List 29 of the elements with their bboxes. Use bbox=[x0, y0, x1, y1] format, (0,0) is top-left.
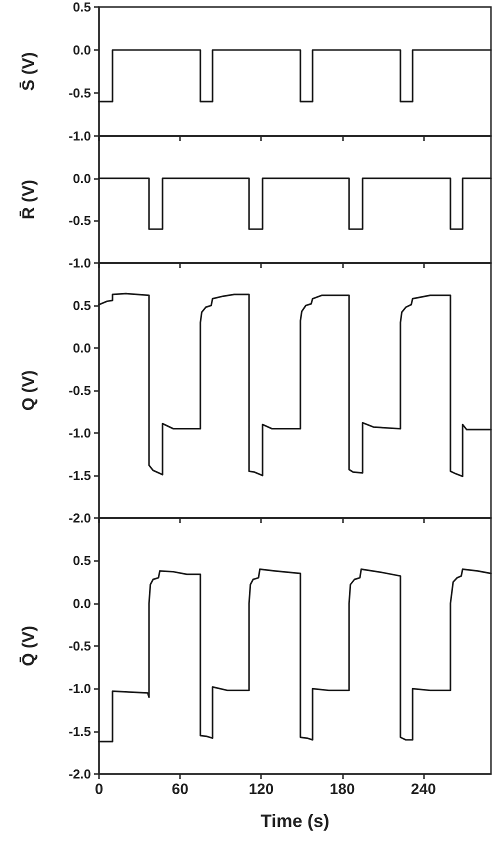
y-tick-label: 0.5 bbox=[72, 0, 91, 14]
x-tick-label: 180 bbox=[330, 781, 355, 798]
y-tick-label: -2.0 bbox=[68, 766, 91, 782]
y-tick-label: 0.0 bbox=[72, 340, 91, 356]
y-axis-title: S̄ (V) bbox=[19, 52, 38, 91]
x-tick-label: 240 bbox=[410, 781, 436, 798]
y-tick-label: -1.0 bbox=[68, 256, 91, 270]
y-tick-label: 0.0 bbox=[72, 42, 91, 58]
y-tick-label: -2.0 bbox=[68, 510, 91, 526]
y-tick-label: 0.5 bbox=[72, 298, 91, 313]
x-tick-label: 60 bbox=[172, 781, 188, 798]
y-axis-title: Q̄ (V) bbox=[19, 626, 38, 666]
y-tick-label: -1.5 bbox=[68, 724, 91, 739]
y-axis-title: R̄ (V) bbox=[19, 180, 38, 220]
y-tick-label: -0.5 bbox=[68, 638, 91, 654]
x-tick-label: 0 bbox=[94, 781, 104, 798]
y-tick-label: 0.5 bbox=[72, 553, 91, 568]
y-tick-label: -1.5 bbox=[68, 468, 91, 483]
y-tick-label: -0.5 bbox=[68, 86, 91, 100]
y-tick-label: 0.0 bbox=[72, 596, 91, 611]
y-tick-label: -1.0 bbox=[68, 426, 91, 440]
y-tick-label: -1.0 bbox=[68, 128, 91, 144]
y-tick-label: -1.0 bbox=[68, 681, 91, 696]
y-tick-label: 0.0 bbox=[72, 170, 91, 186]
x-tick-label: 120 bbox=[248, 781, 274, 798]
y-tick-label: -0.5 bbox=[68, 383, 91, 398]
y-axis-title: Q (V) bbox=[19, 370, 38, 411]
y-tick-label: -0.5 bbox=[68, 213, 91, 228]
x-axis-title: Time (s) bbox=[260, 811, 330, 831]
